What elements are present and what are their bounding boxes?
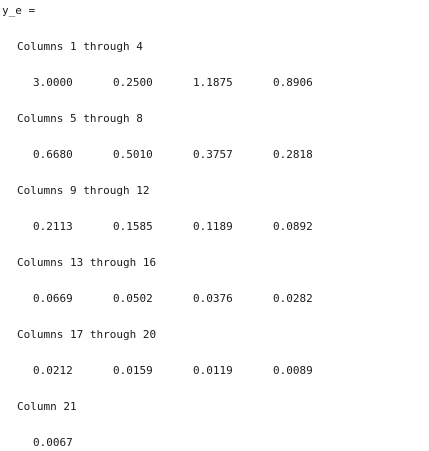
columns-header: Columns 5 through 8: [17, 112, 143, 125]
value-cell: 0.0282: [273, 292, 313, 305]
value-cell: 0.2818: [273, 148, 313, 161]
value-cell: 0.8906: [273, 76, 313, 89]
value-cell: 0.2500: [113, 76, 153, 89]
columns-header: Columns 9 through 12: [17, 184, 150, 197]
columns-header: Columns 13 through 16: [17, 256, 157, 269]
value-cell: 0.0089: [273, 364, 313, 377]
value-cell: 0.0892: [273, 220, 313, 233]
value-cell: 0.0159: [113, 364, 153, 377]
value-cell: 0.0067: [33, 436, 73, 449]
value-cell: 0.0212: [33, 364, 73, 377]
value-cell: 0.0669: [33, 292, 73, 305]
variable-name: y_e =: [2, 4, 36, 17]
value-cell: 0.0376: [193, 292, 233, 305]
value-cell: 3.0000: [33, 76, 73, 89]
value-cell: 0.5010: [113, 148, 153, 161]
columns-header: Columns 1 through 4: [17, 40, 143, 53]
columns-header: Columns 17 through 20: [17, 328, 157, 341]
value-cell: 0.1189: [193, 220, 233, 233]
value-cell: 0.2113: [33, 220, 73, 233]
value-cell: 0.3757: [193, 148, 233, 161]
value-cell: 0.6680: [33, 148, 73, 161]
value-cell: 0.1585: [113, 220, 153, 233]
columns-header: Column 21: [17, 400, 77, 413]
value-cell: 1.1875: [193, 76, 233, 89]
value-cell: 0.0119: [193, 364, 233, 377]
value-cell: 0.0502: [113, 292, 153, 305]
